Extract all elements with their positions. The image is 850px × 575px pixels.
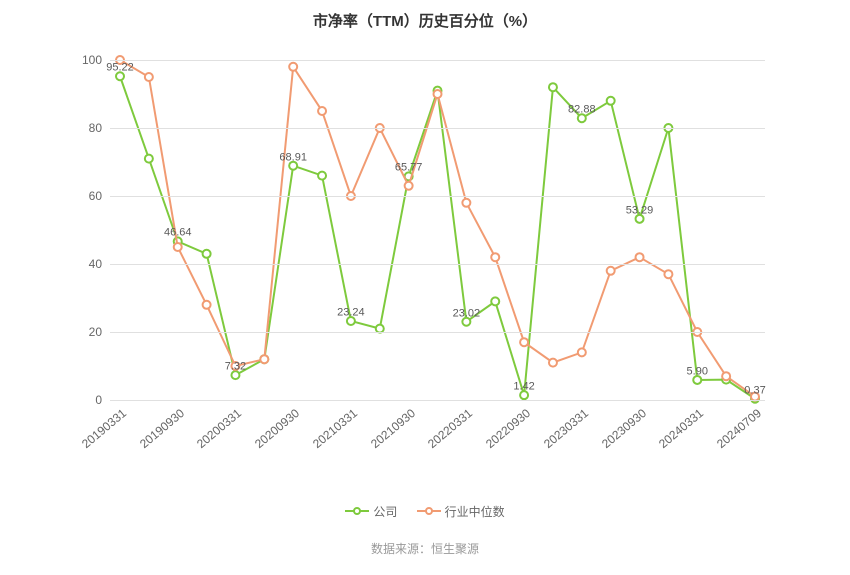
x-tick-label: 20190331 — [79, 406, 129, 451]
series-line — [120, 60, 755, 397]
data-point[interactable] — [549, 359, 557, 367]
data-label: 68.91 — [279, 151, 307, 163]
legend-marker-industry-median — [417, 505, 441, 517]
x-tick-label: 20230331 — [541, 406, 591, 451]
data-label: 7.32 — [225, 361, 246, 373]
legend-label-industry-median: 行业中位数 — [445, 503, 505, 520]
data-point[interactable] — [664, 270, 672, 278]
legend-item-company[interactable]: 公司 — [345, 503, 397, 520]
x-tick-label: 20210930 — [368, 406, 418, 451]
data-point[interactable] — [203, 250, 211, 258]
x-tick-label: 20230930 — [599, 406, 649, 451]
data-point[interactable] — [549, 83, 557, 91]
data-label: 23.02 — [453, 307, 481, 319]
x-tick-label: 20220930 — [483, 406, 533, 451]
x-tick-label: 20200930 — [252, 406, 302, 451]
data-point[interactable] — [145, 73, 153, 81]
y-tick-label: 60 — [89, 189, 102, 203]
source-label: 数据来源： — [371, 542, 431, 556]
data-label: 46.64 — [164, 227, 192, 239]
chart-title: 市净率（TTM）历史百分位（%） — [0, 10, 850, 31]
data-point[interactable] — [203, 301, 211, 309]
legend-label-company: 公司 — [373, 503, 397, 520]
data-label: 82.88 — [568, 104, 596, 116]
plot-area: 0204060801002019033120190930202003312020… — [110, 60, 765, 400]
data-point[interactable] — [520, 338, 528, 346]
data-label: 23.24 — [337, 307, 365, 319]
grid-line — [110, 400, 765, 401]
chart-lines-svg — [110, 60, 765, 400]
data-point[interactable] — [636, 253, 644, 261]
data-point[interactable] — [491, 253, 499, 261]
grid-line — [110, 128, 765, 129]
data-label: 53.29 — [626, 204, 654, 216]
data-point[interactable] — [405, 182, 413, 190]
data-point[interactable] — [491, 297, 499, 305]
data-source: 数据来源：恒生聚源 — [0, 540, 850, 557]
data-point[interactable] — [318, 107, 326, 115]
grid-line — [110, 332, 765, 333]
data-label: 95.22 — [106, 62, 134, 74]
x-tick-label: 20200331 — [195, 406, 245, 451]
data-point[interactable] — [318, 172, 326, 180]
data-point[interactable] — [578, 348, 586, 356]
y-tick-label: 40 — [89, 257, 102, 271]
data-point[interactable] — [289, 63, 297, 71]
y-tick-label: 0 — [95, 393, 102, 407]
x-tick-label: 20240709 — [714, 406, 764, 451]
data-point[interactable] — [462, 199, 470, 207]
grid-line — [110, 196, 765, 197]
series-line — [120, 76, 755, 398]
y-tick-label: 100 — [82, 53, 102, 67]
legend: 公司 行业中位数 — [0, 503, 850, 521]
data-label: 1.42 — [513, 381, 534, 393]
data-point[interactable] — [260, 355, 268, 363]
legend-item-industry-median[interactable]: 行业中位数 — [417, 503, 505, 520]
data-point[interactable] — [174, 243, 182, 251]
data-point[interactable] — [722, 372, 730, 380]
source-value: 恒生聚源 — [431, 542, 479, 556]
y-tick-label: 80 — [89, 121, 102, 135]
data-point[interactable] — [607, 267, 615, 275]
pb-ttm-percentile-chart: 市净率（TTM）历史百分位（%） 02040608010020190331201… — [0, 0, 850, 575]
x-tick-label: 20210331 — [310, 406, 360, 451]
grid-line — [110, 60, 765, 61]
data-label: 65.77 — [395, 162, 423, 174]
data-label: 0.37 — [744, 384, 765, 396]
y-tick-label: 20 — [89, 325, 102, 339]
data-point[interactable] — [145, 155, 153, 163]
data-point[interactable] — [607, 97, 615, 105]
data-label: 5.90 — [687, 366, 708, 378]
x-tick-label: 20240331 — [656, 406, 706, 451]
grid-line — [110, 264, 765, 265]
data-point[interactable] — [434, 90, 442, 98]
x-tick-label: 20190930 — [137, 406, 187, 451]
legend-marker-company — [345, 505, 369, 517]
x-tick-label: 20220331 — [425, 406, 475, 451]
